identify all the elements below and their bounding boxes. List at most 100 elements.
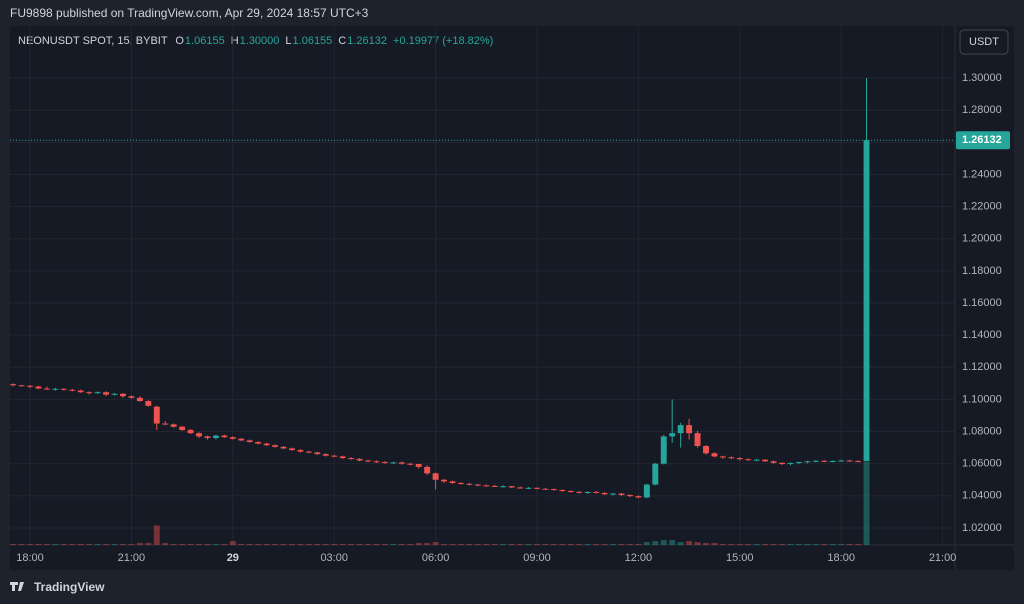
x-tick-label: 21:00 [929, 552, 957, 564]
volume-bar [508, 544, 515, 545]
candle-body [753, 459, 760, 461]
candle-body [153, 406, 160, 424]
candle-body [855, 461, 862, 463]
candle-body [365, 460, 371, 462]
volume-bar [187, 544, 194, 545]
volume-bar [686, 541, 693, 545]
volume-bar [212, 544, 219, 545]
volume-bar [407, 544, 414, 545]
candle-body [500, 486, 507, 488]
candle-body [517, 487, 524, 489]
candle-body [128, 396, 135, 398]
candle-body [238, 438, 245, 441]
volume-bar [356, 544, 363, 545]
candle-body [466, 483, 473, 485]
volume-bar [483, 544, 490, 545]
volume-bar [103, 544, 110, 545]
brand: TradingView [34, 580, 105, 594]
volume-bar [643, 542, 650, 545]
volume-bar [69, 544, 76, 545]
volume-bar [829, 544, 836, 545]
candle-body [745, 459, 752, 461]
candle-body [694, 433, 701, 447]
volume-bar [204, 544, 211, 545]
volume-bar [677, 542, 684, 545]
volume-bar [449, 544, 456, 545]
candle-body [196, 433, 202, 437]
volume-bar [559, 544, 566, 545]
candle-body [229, 437, 236, 439]
candle-body [10, 384, 17, 386]
ohlc-key: L [285, 35, 291, 47]
candle-body [449, 481, 456, 483]
y-tick-label: 1.30000 [962, 72, 1002, 84]
candle-body [584, 491, 591, 493]
volume-bar [120, 544, 126, 545]
volume-bar [297, 544, 304, 545]
volume-bar [373, 544, 380, 545]
volume-bar [694, 542, 701, 545]
candle-body [534, 487, 540, 489]
candle-body [289, 448, 295, 451]
candle-body [424, 466, 431, 474]
volume-bar [500, 544, 507, 545]
candle-body [567, 491, 574, 493]
volume-bar [703, 543, 709, 545]
volume-bar [415, 543, 422, 545]
volume-bar [196, 544, 202, 545]
candle-body [491, 485, 498, 487]
volume-bar [567, 544, 574, 545]
volume-bar [381, 544, 388, 545]
volume-bar [652, 541, 659, 545]
candle-body [821, 460, 828, 462]
volume-bar [474, 544, 481, 545]
brand-logo [10, 582, 24, 591]
x-tick-label: 18:00 [827, 552, 855, 564]
candle-body [846, 460, 853, 462]
legend: NEONUSDT SPOT, 15, BYBIT O1.06155 H1.30000… [18, 35, 493, 47]
candle-body [669, 433, 676, 437]
ohlc-value: 1.26132 [347, 35, 387, 47]
volume-bar [179, 544, 186, 545]
candle-body [432, 473, 439, 480]
symbol: NEONUSDT SPOT, 15, BYBIT [18, 35, 168, 47]
volume-bar [162, 543, 169, 545]
candle-body [508, 486, 515, 488]
y-tick-label: 1.24000 [962, 168, 1002, 180]
candle-body [145, 401, 152, 406]
volume-bar [52, 544, 59, 545]
candle-body [703, 446, 709, 454]
y-tick-label: 1.18000 [962, 265, 1002, 277]
volume-bar [770, 544, 777, 545]
volume-bar [593, 544, 600, 545]
currency-button[interactable] [959, 29, 1009, 55]
y-tick-label: 1.22000 [962, 201, 1002, 213]
candle-body [601, 492, 608, 495]
candle-body [441, 479, 448, 482]
candle-body [787, 463, 794, 465]
currency[interactable]: USDT [969, 36, 999, 48]
candle-body [626, 495, 633, 497]
volume-bar [618, 544, 625, 545]
candle-body [120, 393, 126, 397]
volume-bar [331, 544, 338, 545]
candle-body [770, 461, 777, 463]
plot-area [10, 26, 1014, 570]
candle-body [643, 484, 650, 498]
candle-body [280, 446, 287, 449]
volume-bar [576, 544, 583, 545]
candle-body [415, 464, 422, 467]
candle-body [43, 388, 50, 390]
candle-body [762, 459, 769, 462]
y-tick-label: 1.04000 [962, 490, 1002, 502]
volume-bar [398, 544, 405, 545]
volume-bar [27, 544, 33, 545]
candle-body [660, 436, 667, 464]
candle-body [593, 491, 600, 493]
volume-bar [348, 544, 355, 545]
header: FU9898 published on TradingView.com, Apr… [10, 6, 369, 20]
volume-bar [525, 544, 532, 545]
volume-bar [314, 544, 321, 545]
volume-bar [610, 544, 617, 545]
